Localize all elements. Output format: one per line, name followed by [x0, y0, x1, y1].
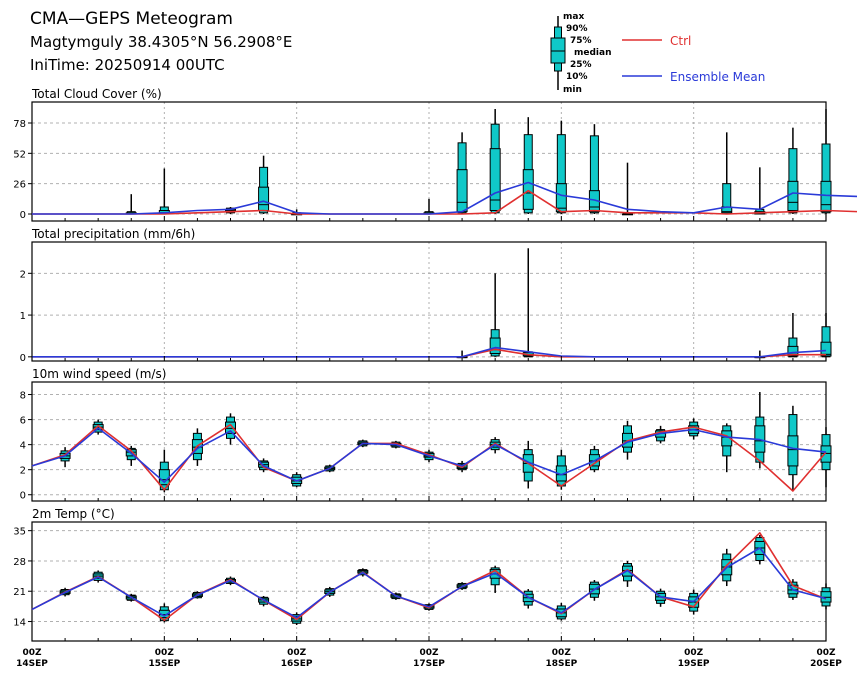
box-p10-p90 — [788, 148, 798, 214]
ensemble-box — [125, 194, 137, 215]
y-tick-label: 2 — [20, 269, 26, 280]
ensemble-box — [754, 392, 766, 469]
y-tick-label: 6 — [20, 416, 26, 427]
box-p10-p90 — [589, 135, 599, 214]
line-legend: Ctrl Ensemble Mean — [622, 34, 765, 84]
box-p25-p75 — [721, 430, 733, 447]
ensemble-box — [158, 168, 170, 215]
ensemble-box — [92, 419, 104, 435]
x-tick-label-time: 00Z — [22, 648, 42, 658]
ensemble-box — [555, 120, 567, 214]
ctrl-line — [31, 423, 827, 492]
ensemble-box — [522, 248, 534, 358]
box-p10-p90 — [821, 143, 831, 214]
y-tick-label: 28 — [13, 557, 26, 568]
x-tick-label-time: 00Z — [287, 648, 307, 658]
y-tick-label: 78 — [13, 119, 26, 130]
ensemble-box — [787, 127, 799, 214]
box-p25-p75 — [456, 169, 468, 213]
x-tick-label-date: 20SEP — [810, 659, 842, 669]
y-tick-label: 4 — [20, 441, 26, 452]
ensemble-box — [258, 155, 270, 214]
y-tick-label: 21 — [13, 587, 26, 598]
panel-1: 0 1 2 — [20, 241, 832, 364]
panel-title-temp: 2m Temp (°C) — [32, 507, 115, 521]
ensemble-box — [721, 132, 733, 215]
legend-max: max — [563, 12, 584, 22]
panel-title-precip: Total precipitation (mm/6h) — [31, 227, 195, 241]
ensemble-box — [721, 423, 733, 473]
ctrl-line — [31, 531, 827, 622]
x-tick-label-time: 00Z — [816, 648, 836, 658]
box-p25-p75 — [522, 169, 534, 210]
legend-ctrl-label: Ctrl — [670, 34, 691, 48]
y-tick-label: 0 — [20, 353, 26, 364]
legend-p25: 25% — [570, 60, 592, 70]
ensemble-box — [522, 117, 534, 214]
box-p25-p75 — [820, 180, 832, 213]
legend-mean-label: Ensemble Mean — [670, 70, 765, 84]
box-p25-p75 — [820, 341, 832, 357]
panel-0: 0 26 52 78 — [13, 101, 857, 222]
ensemble-box — [787, 312, 799, 358]
ensemble-box — [588, 124, 600, 214]
box-p25-p75 — [787, 345, 799, 357]
legend-min: min — [563, 85, 582, 95]
chart-location: Magtymguly 38.4305°N 56.2908°E — [30, 33, 292, 51]
box-p25-p75 — [787, 180, 799, 211]
legend-median: median — [574, 48, 612, 58]
box-p25-p75 — [787, 435, 799, 467]
ensemble-mean-line — [32, 181, 857, 215]
ensemble-box — [423, 198, 435, 215]
y-tick-label: 8 — [20, 391, 26, 402]
x-tick-label-time: 00Z — [419, 648, 439, 658]
y-tick-label: 1 — [20, 311, 26, 322]
box-p25-p75 — [489, 148, 501, 212]
y-tick-label: 2 — [20, 466, 26, 477]
box-p25-p75 — [258, 186, 270, 212]
x-tick-label-date: 16SEP — [281, 659, 313, 669]
ensemble-mean-line — [31, 547, 827, 619]
ctrl-line — [32, 189, 857, 215]
x-tick-label-time: 00Z — [155, 648, 175, 658]
ensemble-box — [489, 273, 501, 357]
legend-p90: 90% — [566, 24, 588, 34]
ensemble-box — [456, 132, 468, 214]
y-tick-label: 0 — [20, 210, 26, 221]
panel-2: 0 2 4 6 8 — [20, 381, 832, 502]
panel-title-wind: 10m wind speed (m/s) — [32, 367, 166, 381]
ensemble-box — [489, 109, 501, 214]
box-legend: max 90% 75% median 25% 10% min — [550, 12, 612, 95]
panel-3: 14 21 28 35 — [13, 521, 832, 642]
x-tick-label-date: 19SEP — [678, 659, 710, 669]
y-tick-label: 0 — [20, 491, 26, 502]
legend-p75: 75% — [570, 36, 592, 46]
y-tick-label: 26 — [13, 180, 26, 191]
ensemble-box — [522, 440, 534, 489]
chart-init-time: IniTime: 20250914 00UTC — [30, 56, 225, 74]
box-p25-p75 — [489, 337, 501, 354]
box-p25-p75 — [555, 183, 567, 213]
box-p25-p75 — [820, 445, 832, 463]
legend-p10: 10% — [566, 72, 588, 82]
y-tick-label: 14 — [13, 618, 26, 629]
y-tick-label: 35 — [13, 527, 26, 538]
panel-title-cloud: Total Cloud Cover (%) — [31, 87, 162, 101]
x-tick-label-date: 14SEP — [16, 659, 48, 669]
ensemble-box — [820, 109, 832, 214]
box-p10-p90 — [556, 134, 566, 214]
ensemble-box — [622, 162, 633, 216]
ensemble-mean-line — [31, 427, 827, 484]
x-tick-label-time: 00Z — [552, 648, 572, 658]
x-tick-label-date: 18SEP — [545, 659, 577, 669]
x-tick-label-date: 15SEP — [148, 659, 180, 669]
chart-title: CMA—GEPS Meteogram — [30, 9, 233, 29]
ensemble-box — [820, 583, 832, 610]
y-tick-label: 52 — [13, 149, 26, 160]
x-tick-label-time: 00Z — [684, 648, 704, 658]
x-tick-label-date: 17SEP — [413, 659, 445, 669]
x-axis-labels: 00Z14SEP00Z15SEP00Z16SEP00Z17SEP00Z18SEP… — [16, 648, 842, 669]
